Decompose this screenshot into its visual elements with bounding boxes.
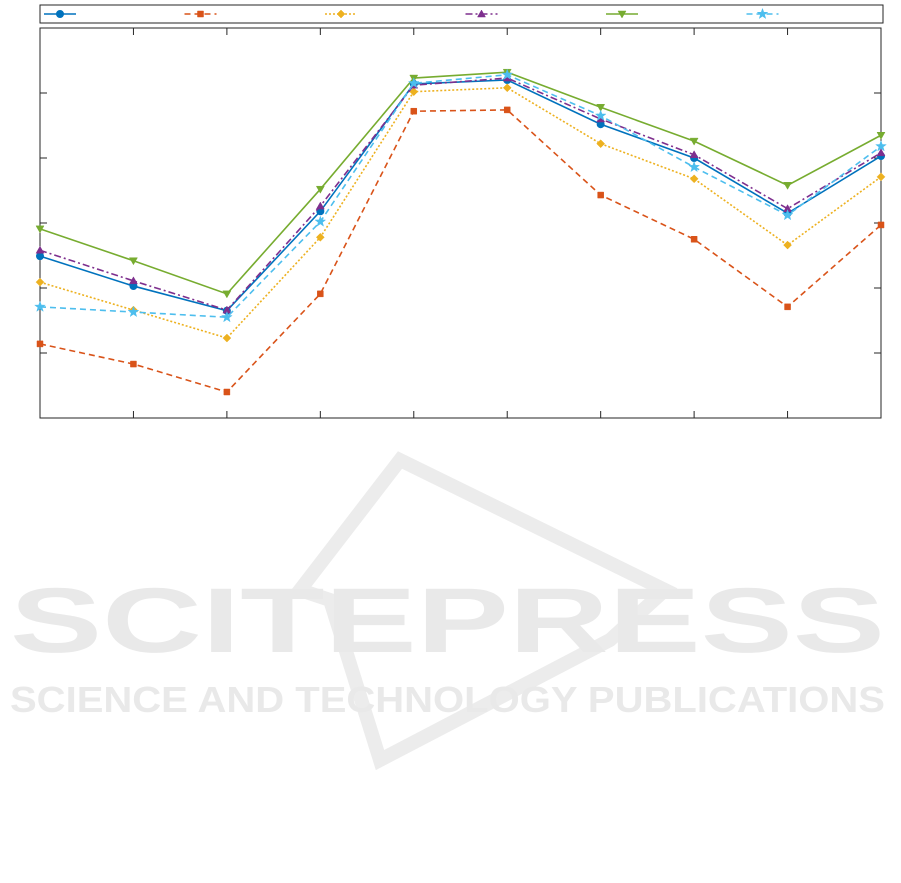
data-point xyxy=(503,106,511,114)
data-point xyxy=(35,277,45,287)
legend-marker xyxy=(617,10,627,19)
data-point xyxy=(875,140,887,152)
data-point xyxy=(876,132,886,140)
data-point xyxy=(876,172,886,182)
data-point xyxy=(222,333,232,343)
legend-marker xyxy=(477,9,486,18)
data-point xyxy=(689,174,699,184)
data-point xyxy=(690,236,698,243)
data-point xyxy=(409,87,419,97)
legend-marker xyxy=(336,9,346,19)
data-point xyxy=(315,232,325,242)
series-line xyxy=(39,71,882,295)
data-point xyxy=(596,104,606,112)
watermark: SCITEPRESS SCIENCE AND TECHNOLOGY PUBLIC… xyxy=(10,451,885,771)
data-point xyxy=(129,276,138,285)
data-point xyxy=(35,245,45,254)
data-point xyxy=(36,340,44,348)
watermark-subtitle: SCIENCE AND TECHNOLOGY PUBLICATIONS xyxy=(10,679,885,720)
series-line xyxy=(39,77,882,312)
data-point xyxy=(36,252,44,261)
data-point xyxy=(596,139,606,149)
watermark-title: SCITEPRESS xyxy=(10,570,885,672)
series-line xyxy=(39,79,882,312)
data-point xyxy=(407,76,420,89)
data-point xyxy=(315,185,325,194)
series-line xyxy=(39,73,882,319)
data-point xyxy=(410,107,418,115)
legend-box xyxy=(39,4,884,24)
data-point xyxy=(127,305,140,318)
legend-marker xyxy=(197,10,204,18)
data-point xyxy=(594,109,607,121)
data-point xyxy=(222,290,232,299)
data-point xyxy=(784,303,791,311)
legend-marker xyxy=(756,7,769,20)
data-point xyxy=(501,68,514,80)
data-point xyxy=(689,150,699,158)
data-point xyxy=(689,137,699,146)
data-point xyxy=(35,225,45,234)
data-point xyxy=(129,257,138,266)
series-line xyxy=(39,86,882,339)
series-line xyxy=(39,109,882,393)
data-point xyxy=(317,290,324,298)
data-point xyxy=(783,182,792,190)
plot-frame xyxy=(39,27,882,419)
data-point xyxy=(223,388,231,396)
data-point xyxy=(783,240,792,250)
data-point xyxy=(781,208,794,221)
data-point xyxy=(130,360,137,368)
data-point xyxy=(502,83,512,93)
data-point xyxy=(597,191,604,199)
legend-marker xyxy=(56,10,64,18)
data-point xyxy=(314,215,327,227)
data-point xyxy=(315,201,325,210)
data-point xyxy=(876,148,886,157)
watermark-logo xyxy=(288,451,678,771)
data-point xyxy=(877,221,885,229)
data-point xyxy=(34,300,46,312)
data-point xyxy=(688,160,701,173)
data-point xyxy=(220,310,233,323)
